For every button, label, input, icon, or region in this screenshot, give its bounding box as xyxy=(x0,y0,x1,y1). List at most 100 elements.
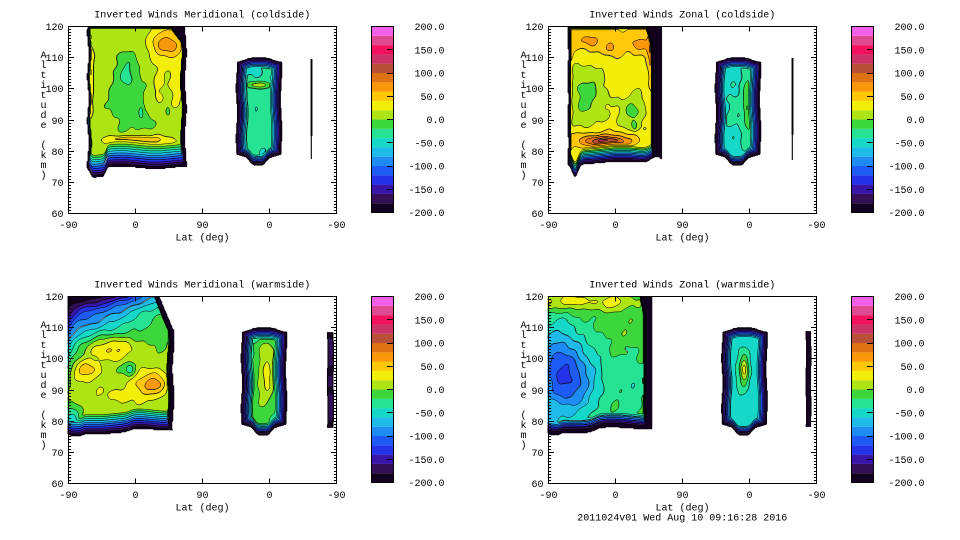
svg-text:e: e xyxy=(520,391,526,402)
svg-text:): ) xyxy=(40,440,46,452)
svg-text:d: d xyxy=(40,110,46,122)
svg-text:100: 100 xyxy=(525,85,543,96)
svg-text:-90: -90 xyxy=(807,221,825,232)
svg-text:t: t xyxy=(520,341,526,352)
svg-text:120: 120 xyxy=(45,293,63,304)
svg-text:-200.0: -200.0 xyxy=(888,209,924,220)
svg-text:100.0: 100.0 xyxy=(894,70,924,81)
svg-text:0: 0 xyxy=(612,221,618,232)
svg-text:i: i xyxy=(520,80,526,92)
svg-text:80: 80 xyxy=(531,418,543,429)
svg-text:u: u xyxy=(40,101,46,112)
svg-text:0: 0 xyxy=(132,221,138,232)
svg-text:t: t xyxy=(40,71,46,82)
svg-text:Inverted Winds Zonal (coldside: Inverted Winds Zonal (coldside) xyxy=(589,10,775,22)
svg-text:Inverted Winds Meridional (war: Inverted Winds Meridional (warmside) xyxy=(94,280,310,292)
svg-text:60: 60 xyxy=(531,210,543,221)
svg-text:d: d xyxy=(520,380,526,392)
svg-text:): ) xyxy=(40,170,46,182)
svg-text:k: k xyxy=(40,150,46,162)
svg-text:-50.0: -50.0 xyxy=(414,409,444,420)
svg-text:m: m xyxy=(40,431,46,442)
svg-text:100.0: 100.0 xyxy=(894,340,924,351)
svg-text:t: t xyxy=(40,361,46,372)
svg-text:0.0: 0.0 xyxy=(426,386,444,397)
svg-text:-100.0: -100.0 xyxy=(888,163,924,174)
svg-text:i: i xyxy=(40,350,46,362)
svg-text:-50.0: -50.0 xyxy=(894,139,924,150)
svg-text:200.0: 200.0 xyxy=(894,23,924,34)
svg-text:-90: -90 xyxy=(327,491,345,502)
svg-text:90: 90 xyxy=(196,221,208,232)
svg-text:u: u xyxy=(40,371,46,382)
svg-text:A: A xyxy=(520,321,526,332)
svg-text:m: m xyxy=(520,161,526,172)
svg-text:-200.0: -200.0 xyxy=(408,209,444,220)
svg-text:90: 90 xyxy=(531,387,543,398)
svg-text:d: d xyxy=(40,380,46,392)
svg-text:200.0: 200.0 xyxy=(894,293,924,304)
svg-text:90: 90 xyxy=(51,387,63,398)
svg-text:Inverted Winds Zonal (warmside: Inverted Winds Zonal (warmside) xyxy=(589,280,775,292)
svg-text:): ) xyxy=(520,170,526,182)
svg-text:70: 70 xyxy=(51,179,63,190)
svg-text:200.0: 200.0 xyxy=(414,23,444,34)
svg-text:150.0: 150.0 xyxy=(414,46,444,57)
svg-text:(: ( xyxy=(40,410,46,422)
svg-text:-50.0: -50.0 xyxy=(894,409,924,420)
svg-text:-90: -90 xyxy=(539,221,557,232)
svg-text:-90: -90 xyxy=(807,491,825,502)
svg-text:e: e xyxy=(40,391,46,402)
svg-text:-150.0: -150.0 xyxy=(888,456,924,467)
svg-text:200.0: 200.0 xyxy=(414,293,444,304)
svg-text:-90: -90 xyxy=(327,221,345,232)
svg-text:k: k xyxy=(520,420,526,432)
svg-text:-100.0: -100.0 xyxy=(888,433,924,444)
svg-text:Lat (deg): Lat (deg) xyxy=(175,503,229,515)
svg-text:A: A xyxy=(40,51,46,62)
svg-text:u: u xyxy=(520,101,526,112)
svg-text:Lat (deg): Lat (deg) xyxy=(175,233,229,245)
svg-text:70: 70 xyxy=(531,449,543,460)
svg-text:100: 100 xyxy=(45,85,63,96)
svg-text:A: A xyxy=(40,321,46,332)
svg-text:90: 90 xyxy=(531,117,543,128)
svg-text:(: ( xyxy=(520,140,526,152)
svg-text:0: 0 xyxy=(266,221,272,232)
svg-text:90: 90 xyxy=(51,117,63,128)
svg-text:k: k xyxy=(520,150,526,162)
svg-text:l: l xyxy=(40,60,46,72)
svg-text:k: k xyxy=(40,420,46,432)
svg-text:70: 70 xyxy=(531,179,543,190)
svg-text:-150.0: -150.0 xyxy=(888,186,924,197)
svg-text:80: 80 xyxy=(51,148,63,159)
svg-text:150.0: 150.0 xyxy=(894,46,924,57)
svg-text:Inverted Winds Meridional (col: Inverted Winds Meridional (coldside) xyxy=(94,10,310,22)
svg-text:150.0: 150.0 xyxy=(414,316,444,327)
svg-text:120: 120 xyxy=(525,293,543,304)
svg-text:d: d xyxy=(520,110,526,122)
svg-text:110: 110 xyxy=(45,54,63,65)
svg-text:i: i xyxy=(520,350,526,362)
svg-text:-90: -90 xyxy=(539,491,557,502)
svg-text:50.0: 50.0 xyxy=(420,93,444,104)
svg-text:50.0: 50.0 xyxy=(900,363,924,374)
svg-text:0.0: 0.0 xyxy=(906,386,924,397)
svg-text:l: l xyxy=(520,330,526,342)
svg-text:-90: -90 xyxy=(59,491,77,502)
svg-text:m: m xyxy=(40,161,46,172)
svg-text:e: e xyxy=(40,121,46,132)
svg-text:A: A xyxy=(520,51,526,62)
svg-text:60: 60 xyxy=(51,210,63,221)
svg-text:0: 0 xyxy=(746,221,752,232)
svg-text:110: 110 xyxy=(525,54,543,65)
svg-text:(: ( xyxy=(40,140,46,152)
svg-text:90: 90 xyxy=(676,491,688,502)
svg-text:0: 0 xyxy=(612,491,618,502)
svg-text:-200.0: -200.0 xyxy=(888,479,924,490)
svg-text:u: u xyxy=(520,371,526,382)
svg-text:0.0: 0.0 xyxy=(426,116,444,127)
svg-text:60: 60 xyxy=(51,480,63,491)
svg-text:-50.0: -50.0 xyxy=(414,139,444,150)
svg-text:l: l xyxy=(40,330,46,342)
